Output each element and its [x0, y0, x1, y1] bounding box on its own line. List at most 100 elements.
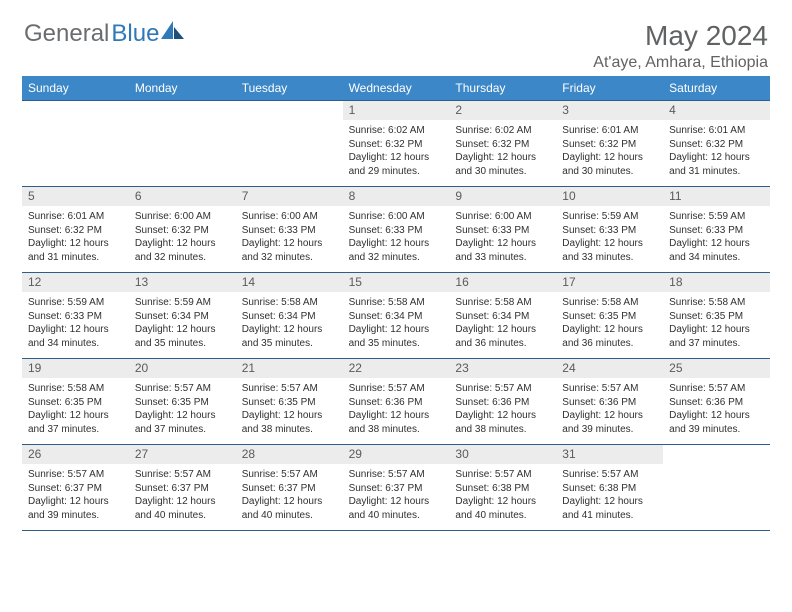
day-details: Sunrise: 5:58 AMSunset: 6:35 PMDaylight:… — [22, 378, 129, 440]
brand-logo: GeneralBlue — [24, 20, 187, 48]
day-number: 28 — [236, 445, 343, 464]
day-number: 9 — [449, 187, 556, 206]
day-cell: 20Sunrise: 5:57 AMSunset: 6:35 PMDayligh… — [129, 359, 236, 445]
weekday-header: Sunday — [22, 76, 129, 100]
day-cell: 19Sunrise: 5:58 AMSunset: 6:35 PMDayligh… — [22, 359, 129, 445]
calendar-body: ... 1Sunrise: 6:02 AMSunset: 6:32 PMDayli… — [22, 100, 770, 531]
weekday-header: Thursday — [449, 76, 556, 100]
day-number: 1 — [343, 101, 450, 120]
day-cell: 18Sunrise: 5:58 AMSunset: 6:35 PMDayligh… — [663, 273, 770, 359]
location-text: At'aye, Amhara, Ethiopia — [593, 54, 768, 72]
day-cell: 26Sunrise: 5:57 AMSunset: 6:37 PMDayligh… — [22, 445, 129, 531]
day-cell: 8Sunrise: 6:00 AMSunset: 6:33 PMDaylight… — [343, 187, 450, 273]
empty-cell: . — [663, 445, 770, 531]
day-number: 14 — [236, 273, 343, 292]
day-number: 6 — [129, 187, 236, 206]
day-details: Sunrise: 5:59 AMSunset: 6:34 PMDaylight:… — [129, 292, 236, 354]
day-details: Sunrise: 5:57 AMSunset: 6:35 PMDaylight:… — [236, 378, 343, 440]
day-details: Sunrise: 5:58 AMSunset: 6:35 PMDaylight:… — [663, 292, 770, 354]
day-number: 27 — [129, 445, 236, 464]
day-cell: 3Sunrise: 6:01 AMSunset: 6:32 PMDaylight… — [556, 101, 663, 187]
month-title: May 2024 — [593, 20, 768, 52]
day-details: Sunrise: 6:01 AMSunset: 6:32 PMDaylight:… — [663, 120, 770, 182]
day-number: 20 — [129, 359, 236, 378]
day-details: Sunrise: 5:57 AMSunset: 6:37 PMDaylight:… — [129, 464, 236, 526]
weekday-header: Tuesday — [236, 76, 343, 100]
day-number: 10 — [556, 187, 663, 206]
day-cell: 5Sunrise: 6:01 AMSunset: 6:32 PMDaylight… — [22, 187, 129, 273]
day-number: 29 — [343, 445, 450, 464]
day-details: Sunrise: 6:00 AMSunset: 6:33 PMDaylight:… — [236, 206, 343, 268]
day-number: 19 — [22, 359, 129, 378]
day-details: Sunrise: 5:57 AMSunset: 6:37 PMDaylight:… — [236, 464, 343, 526]
day-cell: 21Sunrise: 5:57 AMSunset: 6:35 PMDayligh… — [236, 359, 343, 445]
day-details: Sunrise: 5:58 AMSunset: 6:34 PMDaylight:… — [343, 292, 450, 354]
day-details: Sunrise: 5:57 AMSunset: 6:36 PMDaylight:… — [449, 378, 556, 440]
day-details: Sunrise: 5:58 AMSunset: 6:35 PMDaylight:… — [556, 292, 663, 354]
day-cell: 2Sunrise: 6:02 AMSunset: 6:32 PMDaylight… — [449, 101, 556, 187]
weekday-header: Saturday — [663, 76, 770, 100]
day-details: Sunrise: 5:57 AMSunset: 6:37 PMDaylight:… — [343, 464, 450, 526]
empty-cell: . — [22, 101, 129, 187]
day-number: 16 — [449, 273, 556, 292]
day-number: 18 — [663, 273, 770, 292]
day-cell: 23Sunrise: 5:57 AMSunset: 6:36 PMDayligh… — [449, 359, 556, 445]
day-number: 22 — [343, 359, 450, 378]
day-number: 15 — [343, 273, 450, 292]
day-details: Sunrise: 5:58 AMSunset: 6:34 PMDaylight:… — [449, 292, 556, 354]
day-number: 24 — [556, 359, 663, 378]
day-details: Sunrise: 5:57 AMSunset: 6:35 PMDaylight:… — [129, 378, 236, 440]
day-number: 31 — [556, 445, 663, 464]
day-details: Sunrise: 5:57 AMSunset: 6:38 PMDaylight:… — [556, 464, 663, 526]
day-cell: 4Sunrise: 6:01 AMSunset: 6:32 PMDaylight… — [663, 101, 770, 187]
day-details: Sunrise: 5:59 AMSunset: 6:33 PMDaylight:… — [663, 206, 770, 268]
day-details: Sunrise: 5:57 AMSunset: 6:38 PMDaylight:… — [449, 464, 556, 526]
day-cell: 9Sunrise: 6:00 AMSunset: 6:33 PMDaylight… — [449, 187, 556, 273]
day-cell: 11Sunrise: 5:59 AMSunset: 6:33 PMDayligh… — [663, 187, 770, 273]
day-details: Sunrise: 6:00 AMSunset: 6:32 PMDaylight:… — [129, 206, 236, 268]
day-details: Sunrise: 5:57 AMSunset: 6:36 PMDaylight:… — [343, 378, 450, 440]
day-cell: 13Sunrise: 5:59 AMSunset: 6:34 PMDayligh… — [129, 273, 236, 359]
day-details: Sunrise: 5:57 AMSunset: 6:37 PMDaylight:… — [22, 464, 129, 526]
day-cell: 6Sunrise: 6:00 AMSunset: 6:32 PMDaylight… — [129, 187, 236, 273]
day-cell: 24Sunrise: 5:57 AMSunset: 6:36 PMDayligh… — [556, 359, 663, 445]
day-number: 21 — [236, 359, 343, 378]
day-cell: 25Sunrise: 5:57 AMSunset: 6:36 PMDayligh… — [663, 359, 770, 445]
day-cell: 29Sunrise: 5:57 AMSunset: 6:37 PMDayligh… — [343, 445, 450, 531]
calendar: SundayMondayTuesdayWednesdayThursdayFrid… — [0, 76, 792, 531]
day-details: Sunrise: 5:59 AMSunset: 6:33 PMDaylight:… — [22, 292, 129, 354]
brand-text-gray: General — [24, 20, 109, 48]
day-number: 25 — [663, 359, 770, 378]
weekday-header: Monday — [129, 76, 236, 100]
brand-text-blue: Blue — [111, 20, 159, 48]
day-cell: 22Sunrise: 5:57 AMSunset: 6:36 PMDayligh… — [343, 359, 450, 445]
day-details: Sunrise: 6:01 AMSunset: 6:32 PMDaylight:… — [22, 206, 129, 268]
day-number: 7 — [236, 187, 343, 206]
day-number: 11 — [663, 187, 770, 206]
day-cell: 30Sunrise: 5:57 AMSunset: 6:38 PMDayligh… — [449, 445, 556, 531]
day-details: Sunrise: 5:59 AMSunset: 6:33 PMDaylight:… — [556, 206, 663, 268]
day-cell: 17Sunrise: 5:58 AMSunset: 6:35 PMDayligh… — [556, 273, 663, 359]
weekday-header: Wednesday — [343, 76, 450, 100]
day-cell: 12Sunrise: 5:59 AMSunset: 6:33 PMDayligh… — [22, 273, 129, 359]
day-details: Sunrise: 6:00 AMSunset: 6:33 PMDaylight:… — [343, 206, 450, 268]
day-number: 4 — [663, 101, 770, 120]
day-details: Sunrise: 5:58 AMSunset: 6:34 PMDaylight:… — [236, 292, 343, 354]
day-number: 12 — [22, 273, 129, 292]
day-details: Sunrise: 5:57 AMSunset: 6:36 PMDaylight:… — [663, 378, 770, 440]
day-cell: 27Sunrise: 5:57 AMSunset: 6:37 PMDayligh… — [129, 445, 236, 531]
page-header: GeneralBlue May 2024 At'aye, Amhara, Eth… — [0, 0, 792, 76]
day-cell: 15Sunrise: 5:58 AMSunset: 6:34 PMDayligh… — [343, 273, 450, 359]
empty-cell: . — [129, 101, 236, 187]
day-cell: 7Sunrise: 6:00 AMSunset: 6:33 PMDaylight… — [236, 187, 343, 273]
day-number: 23 — [449, 359, 556, 378]
day-details: Sunrise: 6:02 AMSunset: 6:32 PMDaylight:… — [343, 120, 450, 182]
weekday-header-row: SundayMondayTuesdayWednesdayThursdayFrid… — [22, 76, 770, 100]
day-number: 2 — [449, 101, 556, 120]
day-cell: 10Sunrise: 5:59 AMSunset: 6:33 PMDayligh… — [556, 187, 663, 273]
day-cell: 1Sunrise: 6:02 AMSunset: 6:32 PMDaylight… — [343, 101, 450, 187]
day-cell: 14Sunrise: 5:58 AMSunset: 6:34 PMDayligh… — [236, 273, 343, 359]
day-number: 5 — [22, 187, 129, 206]
day-cell: 16Sunrise: 5:58 AMSunset: 6:34 PMDayligh… — [449, 273, 556, 359]
day-number: 30 — [449, 445, 556, 464]
